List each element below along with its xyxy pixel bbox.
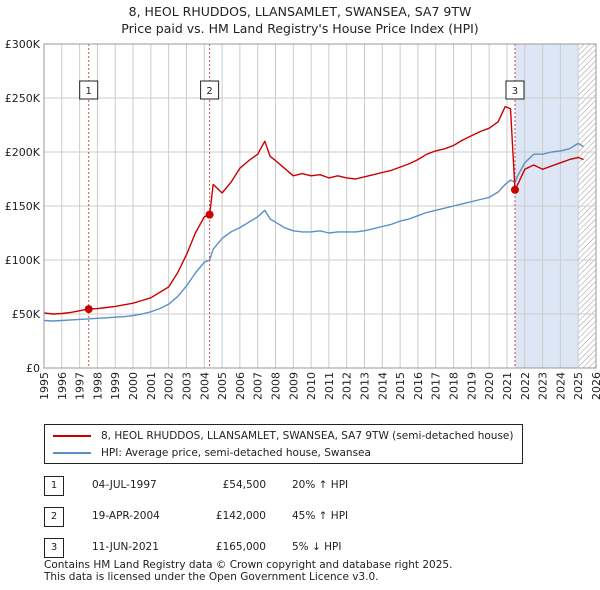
hpi-series-line — [44, 142, 584, 322]
sale-label-number: 1 — [86, 86, 92, 97]
legend-item-property: 8, HEOL RHUDDOS, LLANSAMLET, SWANSEA, SA… — [53, 428, 513, 444]
transaction-date: 19-APR-2004 — [92, 510, 160, 522]
sale-point — [205, 210, 214, 219]
legend: 8, HEOL RHUDDOS, LLANSAMLET, SWANSEA, SA… — [44, 424, 523, 464]
y-tick-label: £50K — [12, 308, 41, 321]
x-tick-label: 2021 — [501, 372, 514, 400]
transaction-price: £54,500 — [222, 479, 266, 491]
y-tick-label: £0 — [26, 362, 40, 375]
x-tick-label: 1999 — [109, 372, 122, 400]
title-line-2: Price paid vs. HM Land Registry's House … — [121, 21, 479, 36]
x-tick-label: 2006 — [234, 372, 247, 400]
sale-label-box — [200, 80, 220, 100]
sale-label-number: 3 — [512, 86, 518, 97]
transaction-number: 2 — [44, 507, 64, 527]
legend-swatch-hpi — [53, 452, 91, 454]
chart-title: 8, HEOL RHUDDOS, LLANSAMLET, SWANSEA, SA… — [0, 0, 600, 37]
x-tick-label: 2015 — [394, 372, 407, 400]
x-tick-label: 2011 — [323, 372, 336, 400]
series-group — [44, 105, 584, 322]
x-tick-label: 2012 — [341, 372, 354, 400]
x-tick-label: 1998 — [91, 372, 104, 400]
sale-label-box — [505, 80, 525, 100]
footer-licence: This data is licensed under the Open Gov… — [44, 570, 379, 583]
x-tick-label: 2009 — [287, 372, 300, 400]
property-series-line — [44, 105, 584, 315]
plot-border — [43, 43, 597, 369]
transaction-date: 04-JUL-1997 — [92, 479, 157, 491]
transaction-hpi-relation: 45% ↑ HPI — [292, 510, 349, 522]
footer: Contains HM Land Registry data © Crown c… — [44, 559, 453, 583]
transaction-number: 1 — [44, 476, 64, 496]
legend-label-property: 8, HEOL RHUDDOS, LLANSAMLET, SWANSEA, SA… — [101, 430, 514, 442]
x-tick-label: 2020 — [483, 372, 496, 400]
x-tick-label: 2024 — [554, 372, 567, 400]
transaction-number: 3 — [44, 538, 64, 558]
x-tick-label: 2023 — [537, 372, 550, 400]
x-tick-label: 2008 — [269, 372, 282, 400]
transaction-hpi-relation: 5% ↓ HPI — [292, 541, 342, 553]
footer-copyright: Contains HM Land Registry data © Crown c… — [44, 559, 453, 571]
x-tick-label: 2010 — [305, 372, 318, 400]
sale-point — [84, 305, 93, 314]
x-tick-label: 2018 — [448, 372, 461, 400]
price-chart: 1 2 3 £0 £50K £100K £150K £200K £250K £300K 1995 19… — [5, 38, 600, 400]
x-tick-label: 2014 — [376, 372, 389, 400]
x-tick-label: 2026 — [590, 372, 600, 400]
transaction-price: £142,000 — [215, 510, 266, 522]
transaction-price: £165,000 — [215, 541, 266, 553]
sale-label-box — [79, 80, 99, 100]
x-tick-label: 1997 — [74, 372, 87, 400]
legend-swatch-property — [53, 435, 91, 437]
y-tick-label: £300K — [5, 38, 41, 51]
title-line-1: 8, HEOL RHUDDOS, LLANSAMLET, SWANSEA, SA… — [128, 4, 472, 19]
sale-label-number: 2 — [206, 86, 212, 97]
y-tick-label: £250K — [5, 92, 41, 105]
x-tick-label: 2004 — [198, 372, 211, 400]
x-tick-label: 2025 — [572, 372, 585, 400]
transaction-hpi-relation: 20% ↑ HPI — [292, 479, 349, 491]
x-tick-label: 2007 — [252, 372, 265, 400]
y-tick-label: £200K — [5, 146, 41, 159]
x-tick-label: 2005 — [216, 372, 229, 400]
x-tick-label: 2001 — [145, 372, 158, 400]
x-tick-label: 2013 — [359, 372, 372, 400]
x-tick-label: 2016 — [412, 372, 425, 400]
x-tick-label: 2002 — [163, 372, 176, 400]
y-tick-label: £100K — [5, 254, 41, 267]
sale-point — [510, 185, 519, 194]
x-tick-label: 1996 — [56, 372, 69, 400]
x-tick-label: 2000 — [127, 372, 140, 400]
y-tick-label: £150K — [5, 200, 41, 213]
x-tick-label: 2017 — [430, 372, 443, 400]
legend-item-hpi: HPI: Average price, semi-detached house,… — [53, 445, 371, 461]
x-tick-label: 1995 — [38, 372, 51, 400]
x-tick-label: 2019 — [465, 372, 478, 400]
transaction-date: 11-JUN-2021 — [92, 541, 159, 553]
legend-label-hpi: HPI: Average price, semi-detached house,… — [101, 447, 371, 459]
x-tick-label: 2022 — [519, 372, 532, 400]
x-tick-label: 2003 — [180, 372, 193, 400]
